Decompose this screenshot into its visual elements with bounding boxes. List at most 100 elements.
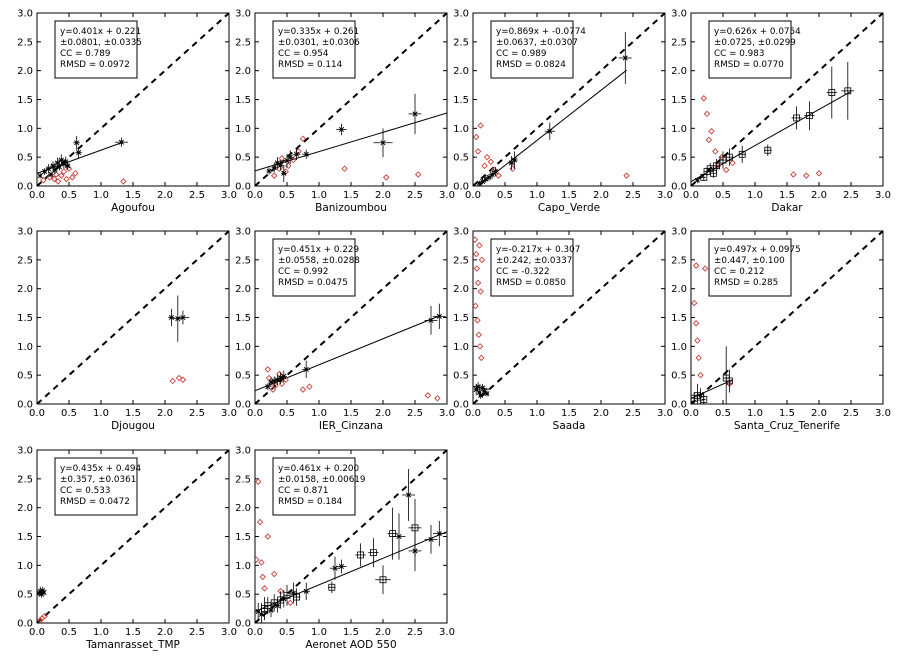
data-point [271,162,277,173]
plot-marks [37,13,229,186]
x-marker [512,157,518,163]
outlier-point [299,386,307,393]
y-tick-label: 3.0 [671,9,687,20]
data-point [763,144,772,157]
y-tick-label: 2.5 [235,37,251,48]
stats-line: ±0.0558, ±0.0288 [278,256,360,266]
x-marker [281,170,287,176]
chart-panel-10: 0.0 0.5 1.0 1.5 2.0 2.5 3.0 0.0 0.5 1.0 1.5 2.0 2.5 3… [235,446,455,652]
x-marker [473,387,479,393]
x-marker [428,317,434,323]
outlier-point [487,158,495,166]
x-marker [265,384,271,390]
x-tick-label: 1.0 [747,190,763,201]
square-marker [328,583,336,591]
y-tick-label: 3.0 [235,446,251,457]
x-tick-label: 3.0 [221,408,237,419]
data-point [408,530,422,572]
data-point [694,177,700,184]
outlier-point [261,585,268,592]
y-tick-label: 1.5 [671,95,687,106]
outlier-point [477,288,484,295]
stats-line: y=0.335x + 0.261 [278,27,359,37]
data-point [75,146,82,159]
chart-panel-1: 0.0 0.5 1.0 1.5 2.0 2.5 3.0 0.0 0.5 1.0 1.5 2.0 2.5 3… [17,9,237,215]
y-tick-label: 0.0 [235,400,251,411]
plot-marks [255,231,447,404]
data-point [266,167,272,175]
stats-line: CC = -0.322 [496,267,550,277]
x-tick-label: 1.0 [529,190,545,201]
stats-line: ±0.447, ±0.100 [714,256,785,266]
y-tick-label: 2.5 [17,474,33,485]
chart-panel-7: 0.0 0.5 1.0 1.5 2.0 2.5 3.0 0.0 0.5 1.0 1.5 2.0 2.5 3… [453,227,673,433]
outlier-point [179,376,187,384]
x-tick-label: 2.5 [407,408,423,419]
outlier-point [476,343,484,350]
x-axis-label: Santa_Cruz_Tenerife [734,420,840,432]
stats-line: CC = 0.983 [714,49,764,59]
x-marker [274,160,280,166]
data-point [368,538,379,568]
x-marker [271,164,277,171]
regression-line [478,69,627,186]
x-tick-label: 3.0 [439,408,455,419]
data-point [115,137,128,147]
outlier-point [382,174,390,181]
x-tick-label: 1.5 [561,190,577,201]
stats-line: RMSD = 0.114 [278,60,343,70]
outlier-point [264,533,272,540]
chart-panel-4: 0.0 0.5 1.0 1.5 2.0 2.5 3.0 0.0 0.5 1.0 1.5 2.0 2.5 3… [671,9,891,215]
outlier-point [270,570,278,578]
outlier-point [306,383,313,390]
y-tick-label: 2.0 [453,66,469,77]
x-tick-label: 2.0 [593,408,609,419]
data-point [726,369,733,393]
outlier-point [270,172,278,179]
x-tick-label: 3.0 [439,190,455,201]
y-tick-label: 3.0 [17,446,33,457]
x-tick-label: 0.0 [683,190,699,201]
x-marker [406,492,412,498]
stats-line: ±0.0801, ±0.0335 [60,38,142,48]
y-tick-label: 1.5 [235,532,251,543]
data-point [48,171,54,178]
data-point [375,565,391,595]
x-marker [480,385,486,391]
y-tick-label: 0.5 [235,590,251,601]
x-tick-label: 3.0 [439,627,455,638]
x-tick-label: 0.5 [61,190,77,201]
y-tick-label: 0.5 [17,153,33,164]
y-tick-label: 1.0 [17,342,33,353]
y-tick-label: 0.0 [235,182,251,193]
y-tick-label: 1.5 [17,313,33,324]
data-point [432,303,446,330]
outlier-point [256,518,264,526]
data-point [618,32,632,84]
data-point [292,148,301,161]
data-point [336,559,347,574]
x-axis-label: Tamanrasset_TMP [85,639,180,651]
x-tick-label: 1.5 [125,627,141,638]
square-marker [793,114,800,122]
x-marker [63,159,69,165]
x-tick-label: 1.5 [779,408,795,419]
data-point [725,148,734,166]
outlier-point [722,166,730,174]
y-tick-label: 2.5 [17,37,33,48]
x-marker [118,139,125,145]
stats-line: y=0.435x + 0.494 [60,464,142,474]
x-tick-label: 2.5 [407,190,423,201]
x-tick-label: 2.0 [375,408,391,419]
outlier-point [424,392,432,399]
stats-box [272,238,356,297]
x-marker [290,590,296,596]
data-point [492,166,498,177]
x-tick-label: 0.5 [279,408,295,419]
x-tick-label: 2.5 [843,190,859,201]
chart-panel-5: 0.0 0.5 1.0 1.5 2.0 2.5 3.0 0.0 0.5 1.0 1.5 2.0 2.5 3… [17,227,237,433]
x-tick-label: 1.0 [747,408,763,419]
data-point [791,106,802,130]
stats-box [708,238,792,297]
y-tick-label: 2.0 [235,284,251,295]
